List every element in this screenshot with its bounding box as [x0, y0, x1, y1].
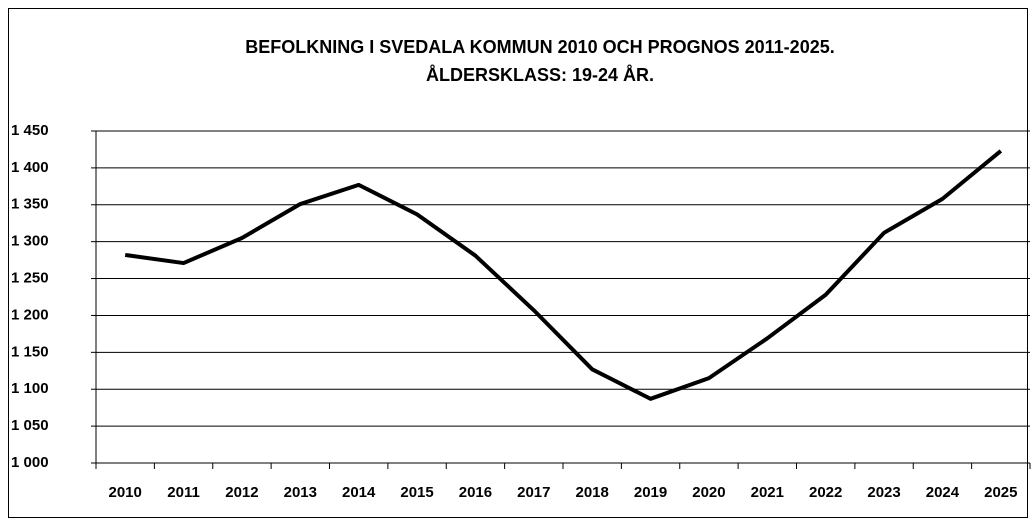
x-tick-label: 2019: [634, 484, 667, 501]
x-tick-label: 2020: [692, 484, 725, 501]
x-tick-label: 2023: [867, 484, 900, 501]
y-tick-label: 1 100: [11, 380, 49, 397]
x-tick-label: 2024: [926, 484, 960, 501]
y-tick-label: 1 300: [11, 233, 49, 250]
chart-border: [8, 8, 1028, 518]
y-tick-label: 1 000: [11, 454, 49, 471]
data-line: [124, 149, 1003, 401]
y-tick-label: 1 250: [11, 270, 49, 287]
y-tick-label: 1 150: [11, 343, 49, 360]
x-tick-label: 2013: [284, 484, 317, 501]
y-tick-label: 1 450: [11, 122, 49, 139]
y-tick-label: 1 050: [11, 417, 49, 434]
chart-title: BEFOLKNING I SVEDALA KOMMUN 2010 OCH PRO…: [245, 37, 834, 57]
x-tick-label: 2011: [167, 484, 200, 501]
x-tick-label: 2016: [459, 484, 492, 501]
x-tick-label: 2025: [984, 484, 1017, 501]
y-tick-label: 1 200: [11, 306, 49, 323]
y-tick-label: 1 400: [11, 159, 49, 176]
x-tick-label: 2018: [576, 484, 609, 501]
x-tick-label: 2010: [109, 484, 142, 501]
x-tick-label: 2012: [225, 484, 258, 501]
x-tick-label: 2021: [751, 484, 784, 501]
x-tick-label: 2015: [400, 484, 433, 501]
x-tick-label: 2014: [342, 484, 376, 501]
y-tick-label: 1 350: [11, 196, 49, 213]
chart-title: ÅLDERSKLASS: 19-24 ÅR.: [426, 65, 654, 85]
x-tick-label: 2017: [517, 484, 550, 501]
x-tick-label: 2022: [809, 484, 842, 501]
